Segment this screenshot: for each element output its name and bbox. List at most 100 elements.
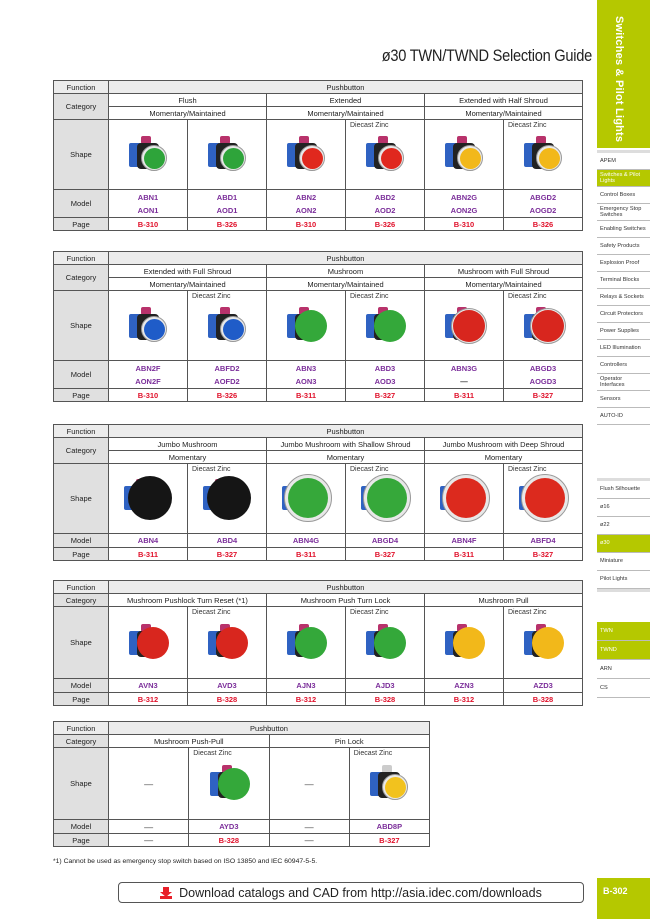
page-link[interactable]: B-328 [503,692,583,706]
sidebar-item-miniature[interactable]: Miniature [597,553,650,571]
page-link[interactable]: B-312 [424,692,504,706]
model-label: Model [53,533,109,548]
page-link[interactable]: B-311 [424,388,504,402]
page-label: Page [53,692,109,706]
sidebar-item-auto-id[interactable]: AUTO-ID [597,408,650,425]
sidebar-item-relays-sockets[interactable]: Relays & Sockets [597,289,650,306]
product-image-abn3g [424,290,504,361]
diecast-zinc-note: Diecast Zinc [350,293,389,300]
sidebar-item-safety-products[interactable]: Safety Products [597,238,650,255]
sidebar-item-switches-pilot-lights[interactable]: Switches & Pilot Lights [597,170,650,187]
page-link[interactable]: B-326 [187,388,267,402]
sidebar-item-arn[interactable]: ARN [597,660,650,679]
page-link[interactable]: B-310 [108,388,188,402]
pushbutton-push-pull-green-icon [206,760,252,806]
page-link[interactable]: B-311 [108,547,188,561]
page-link[interactable]: B-310 [266,217,346,231]
sidebar-item-circuit-protectors[interactable]: Circuit Protectors [597,306,650,323]
page-link[interactable]: B-326 [503,217,583,231]
sidebar-item-o22[interactable]: ø22 [597,517,650,535]
page-link[interactable]: B-312 [108,692,188,706]
page-link[interactable]: B-310 [108,217,188,231]
page-cell: — [107,833,190,847]
function-label: Function [53,721,109,735]
download-banner[interactable]: Download catalogs and CAD from http://as… [118,882,584,903]
category-jumbo-shallow-shroud: Jumbo Mushroom with Shallow Shroud [266,437,425,451]
product-image-ayd3: Diecast Zinc [188,747,270,820]
pushbutton-mushroom-green-icon [362,302,408,348]
pushbutton-mushroom-shroud-red-icon [520,302,566,348]
page-cell: — [268,833,350,847]
page-link[interactable]: B-312 [266,692,346,706]
model-cell: ABN4F [424,533,504,548]
product-image-abn2f [108,290,188,361]
sidebar-item-controllers[interactable]: Controllers [597,357,650,374]
sidebar-item-led-illumination[interactable]: LED Illumination [597,340,650,357]
pushbutton-flush-green-icon [125,131,171,177]
page-link[interactable]: B-311 [266,547,346,561]
category-jumbo-mushroom: Jumbo Mushroom [108,437,267,451]
sidebar-item-sensors[interactable]: Sensors [597,391,650,408]
pushbutton-jumbo-black-icon [120,474,176,522]
product-image-abd3: Diecast Zinc [345,290,425,361]
category-label: Category [53,734,109,748]
function-value: Pushbutton [108,424,583,438]
sidebar-item-o30[interactable]: ø30 [597,535,650,553]
category-push-turn-lock: Mushroom Push Turn Lock [266,593,425,607]
page-link[interactable]: B-328 [188,833,270,847]
diecast-zinc-note: Diecast Zinc [350,466,389,473]
page-link[interactable]: B-310 [424,217,504,231]
sidebar-item-pilot-lights[interactable]: Pilot Lights [597,571,650,589]
page-number: B-302 [597,878,650,919]
sidebar-item-control-boxes[interactable]: Control Boxes [597,187,650,204]
page-link[interactable]: B-326 [187,217,267,231]
sidebar-item-twnd[interactable]: TWND [597,641,650,660]
page-link[interactable]: B-327 [187,547,267,561]
sidebar-item-explosion-proof[interactable]: Explosion Proof [597,255,650,272]
diecast-zinc-note: Diecast Zinc [508,609,547,616]
sidebar-item-flush-silhouette[interactable]: Flush Silhouette [597,481,650,499]
pushbutton-jumbo-deep-red-icon [515,473,571,522]
category-extended-half-shroud: Extended with Half Shroud [424,93,583,107]
page-link[interactable]: B-311 [424,547,504,561]
sidebar-section-tab[interactable]: Switches & Pilot Lights [597,0,650,148]
sidebar-item-power-supplies[interactable]: Power Supplies [597,323,650,340]
sidebar-item-twn[interactable]: TWN [597,622,650,641]
model-cell: AZD3 [503,678,583,693]
pushbutton-jumbo-shallow-green-icon [278,473,334,522]
sidebar-item-enabling-switches[interactable]: Enabling Switches [597,221,650,238]
page-link[interactable]: B-328 [187,692,267,706]
sidebar-item-o16[interactable]: ø16 [597,499,650,517]
model-cell: ABN4 [108,533,188,548]
sidebar-item-operator-interfaces[interactable]: Operator Interfaces [597,374,650,391]
sidebar-item-emergency-stop[interactable]: Emergency Stop Switches [597,204,650,221]
pushbutton-turn-lock-green-icon [283,619,329,665]
sidebar-item-cs[interactable]: CS [597,679,650,698]
page-link[interactable]: B-327 [345,547,425,561]
operation-type: Momentary [108,450,267,464]
product-image-azn3 [424,606,504,679]
page-link[interactable]: B-327 [345,388,425,402]
product-image-abd4: Diecast Zinc [187,463,267,534]
download-link-text[interactable]: Download catalogs and CAD from http://as… [179,885,542,900]
diecast-zinc-note: Diecast Zinc [192,609,231,616]
shape-label: Shape [53,463,109,534]
page-title: ø30 TWN/TWND Selection Guide [381,46,593,65]
category-pushlock-turn-reset: Mushroom Pushlock Turn Reset (*1) [108,593,267,607]
page-link[interactable]: B-311 [266,388,346,402]
model-cell: ABFD4 [503,533,583,548]
model-cell: ABD4 [187,533,267,548]
product-image-ajn3 [266,606,346,679]
sidebar-item-terminal-blocks[interactable]: Terminal Blocks [597,272,650,289]
model-cell: ABD2 AOD2 [345,189,425,218]
shape-label: Shape [53,747,109,820]
page-link[interactable]: B-326 [345,217,425,231]
page-link[interactable]: B-327 [503,388,583,402]
page-link[interactable]: B-327 [503,547,583,561]
category-label: Category [53,264,109,291]
model-cell: ABD1 AOD1 [187,189,267,218]
page-link[interactable]: B-328 [345,692,425,706]
page-link[interactable]: B-327 [348,833,431,847]
sidebar-item-apem[interactable]: APEM [597,153,650,170]
category-mushroom-full-shroud: Mushroom with Full Shroud [424,264,583,278]
